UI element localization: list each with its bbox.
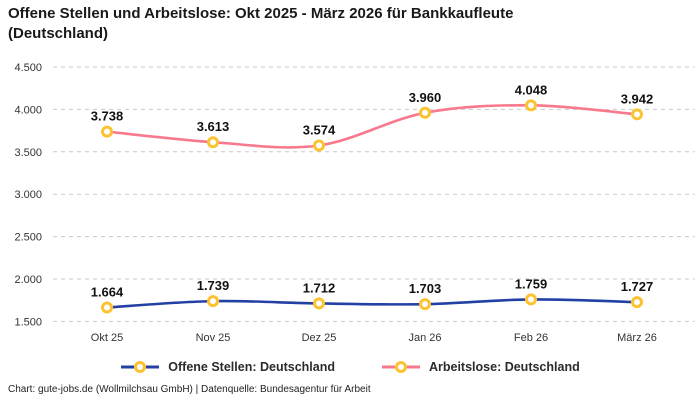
x-axis-tick-label: Okt 25	[91, 332, 123, 344]
data-point-marker[interactable]	[101, 125, 113, 138]
data-point-marker[interactable]	[419, 298, 431, 311]
data-point-marker[interactable]	[525, 293, 537, 306]
x-axis-tick-label: Nov 25	[196, 332, 231, 344]
data-point-marker[interactable]	[631, 108, 643, 121]
data-point-label: 1.664	[91, 284, 124, 299]
y-axis-tick-label: 4.500	[14, 62, 42, 74]
y-axis-tick-label: 2.500	[14, 232, 42, 244]
data-point-marker[interactable]	[631, 296, 643, 309]
legend-swatch-icon	[121, 361, 160, 373]
data-point-marker[interactable]	[207, 295, 219, 308]
y-axis-tick-label: 3.500	[14, 147, 42, 159]
data-point-marker[interactable]	[313, 139, 325, 152]
y-axis-tick-label: 1.500	[14, 316, 42, 328]
chart-title: Offene Stellen und Arbeitslose: Okt 2025…	[8, 5, 514, 42]
x-axis-tick-label: Dez 25	[302, 332, 337, 344]
series-line	[105, 298, 639, 309]
data-point-label: 1.739	[197, 278, 230, 293]
y-axis-tick-label: 2.000	[14, 274, 42, 286]
data-point-label: 3.738	[91, 109, 124, 124]
legend-label: Arbeitslose: Deutschland	[428, 360, 580, 374]
data-point-label: 1.759	[515, 276, 548, 291]
x-axis-tick-label: Feb 26	[514, 332, 548, 344]
y-axis-tick-label: 4.000	[14, 104, 42, 116]
chart-footer: Chart: gute-jobs.de (Wollmilchsau GmbH) …	[8, 384, 371, 395]
data-point-label: 1.703	[409, 281, 442, 296]
y-axis-tick-label: 3.000	[14, 189, 42, 201]
series-line	[105, 103, 639, 149]
legend-item[interactable]: Offene Stellen: Deutschland	[120, 360, 335, 374]
data-point-marker[interactable]	[419, 106, 431, 119]
legend-label: Offene Stellen: Deutschland	[168, 360, 335, 374]
data-point-label: 3.942	[621, 91, 654, 106]
legend-swatch-icon	[381, 361, 420, 373]
x-axis-tick-label: Jan 26	[408, 332, 441, 344]
data-point-label: 4.048	[515, 82, 548, 97]
legend-item[interactable]: Arbeitslose: Deutschland	[381, 360, 580, 374]
data-point-label: 3.574	[303, 123, 336, 138]
data-point-label: 1.727	[621, 279, 654, 294]
chart-legend: Offene Stellen: Deutschland Arbeitslose:…	[0, 356, 700, 378]
data-point-label: 1.712	[303, 280, 336, 295]
data-point-marker[interactable]	[313, 297, 325, 310]
data-point-label: 3.613	[197, 119, 230, 134]
data-point-marker[interactable]	[525, 99, 537, 112]
data-point-label: 3.960	[409, 90, 442, 105]
data-point-marker[interactable]	[101, 301, 113, 314]
x-axis-tick-label: März 26	[617, 332, 657, 344]
data-point-marker[interactable]	[207, 136, 219, 149]
